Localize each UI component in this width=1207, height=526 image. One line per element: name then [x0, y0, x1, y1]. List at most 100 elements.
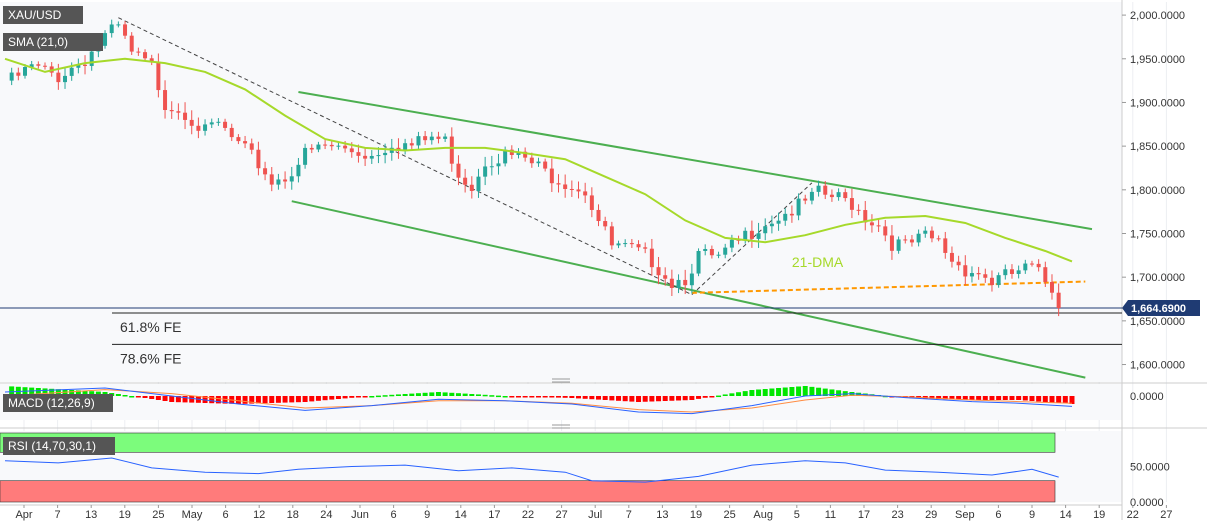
candle-down [156, 61, 161, 91]
macd-histogram-bar [762, 389, 768, 396]
macd-histogram-bar [669, 396, 675, 401]
candle-up [696, 250, 701, 274]
macd-histogram-bar [162, 396, 168, 401]
candle-up [996, 275, 1001, 286]
candle-down [976, 273, 981, 275]
candle-up [483, 166, 488, 177]
candle-up [276, 179, 281, 185]
x-tick-label: 14 [455, 509, 467, 521]
candle-down [56, 72, 61, 83]
candle-up [336, 145, 341, 147]
macd-histogram-bar [729, 393, 735, 396]
x-tick-label: 27 [555, 509, 567, 521]
candle-up [1023, 263, 1028, 271]
macd-histogram-bar [469, 394, 475, 396]
symbol-label-bg [3, 6, 83, 24]
x-tick-label: Jun [351, 509, 369, 521]
x-tick-label: 29 [925, 509, 937, 521]
candle-up [303, 147, 308, 165]
candle-up [403, 143, 408, 151]
macd-histogram-bar [495, 395, 501, 398]
candle-down [1043, 267, 1048, 282]
x-tick-label: 22 [1127, 509, 1139, 521]
macd-histogram-bar [602, 396, 608, 400]
candle-up [216, 121, 221, 123]
candle-up [289, 176, 294, 182]
candle-up [203, 124, 208, 131]
sma-indicator-label: SMA (21,0) [8, 35, 68, 49]
y-tick-label: 2,000.0000 [1130, 10, 1185, 22]
candle-up [209, 122, 214, 125]
macd-histogram-bar [49, 388, 55, 396]
candle-up [716, 254, 721, 256]
sma-21-line [4, 57, 1073, 263]
x-tick-label: 18 [287, 509, 299, 521]
candle-down [83, 64, 88, 66]
candle-down [876, 225, 881, 227]
macd-histogram-bar [956, 396, 962, 400]
x-tick-label: 9 [1029, 509, 1035, 521]
candle-up [9, 72, 14, 81]
last-price-tag [1122, 300, 1200, 317]
macd-histogram-bar [1049, 396, 1055, 403]
macd-histogram-bar [489, 395, 495, 397]
macd-histogram-bar [62, 389, 68, 396]
macd-histogram-bar [662, 396, 668, 401]
candle-down [363, 155, 368, 159]
x-tick-label: Jul [588, 509, 602, 521]
macd-histogram-bar [155, 396, 161, 400]
candle-down [409, 143, 414, 146]
macd-histogram-bar [362, 396, 368, 398]
macd-histogram-bar [822, 388, 828, 396]
macd-histogram-bar [629, 396, 635, 402]
candle-down [789, 213, 794, 216]
macd-histogram-bar [682, 396, 688, 401]
macd-histogram-bar [349, 396, 355, 398]
candle-down [143, 52, 148, 59]
macd-histogram-bar [556, 396, 561, 398]
macd-histogram-bar [736, 392, 742, 396]
candle-up [616, 243, 621, 246]
candle-up [376, 155, 381, 157]
macd-signal-line [4, 389, 1073, 413]
macd-histogram-bar [169, 396, 175, 402]
x-tick-label: 6 [391, 509, 397, 521]
candle-up [63, 75, 68, 83]
macd-histogram-bar [809, 386, 815, 396]
candle-up [796, 198, 801, 216]
candle-up [756, 233, 761, 239]
macd-histogram-bar [642, 396, 648, 402]
candle-down [709, 248, 714, 256]
macd-histogram-bar [1002, 396, 1008, 400]
macd-histogram-bar [829, 389, 835, 396]
macd-panel-bg [0, 384, 1122, 420]
candle-down [856, 209, 861, 211]
macd-histogram-bar [1036, 396, 1042, 402]
x-tick-label: 19 [690, 509, 702, 521]
candle-down [176, 111, 181, 113]
candle-down [329, 144, 334, 147]
x-tick-label: 19 [1093, 509, 1105, 521]
macd-line [4, 387, 1073, 415]
macd-histogram-bar [415, 393, 421, 396]
candle-down [583, 191, 588, 196]
macd-histogram-bar [182, 396, 188, 403]
macd-histogram-bar [589, 396, 595, 400]
macd-histogram-bar [442, 392, 448, 396]
macd-histogram-bar [569, 396, 575, 398]
macd-histogram-bar [475, 394, 481, 396]
candle-up [476, 176, 481, 191]
x-tick-label: 17 [488, 509, 500, 521]
candle-down [983, 274, 988, 278]
rsi-indicator-label: RSI (14,70,30,1) [8, 439, 96, 453]
macd-histogram-bar [482, 394, 488, 397]
candle-down [323, 144, 328, 146]
y-tick-label: 1,650.0000 [1130, 316, 1185, 328]
candle-up [69, 67, 74, 76]
macd-histogram-bar [449, 392, 455, 396]
candle-down [223, 121, 228, 128]
y-tick-label: 1,800.0000 [1130, 185, 1185, 197]
candle-up [689, 273, 694, 286]
